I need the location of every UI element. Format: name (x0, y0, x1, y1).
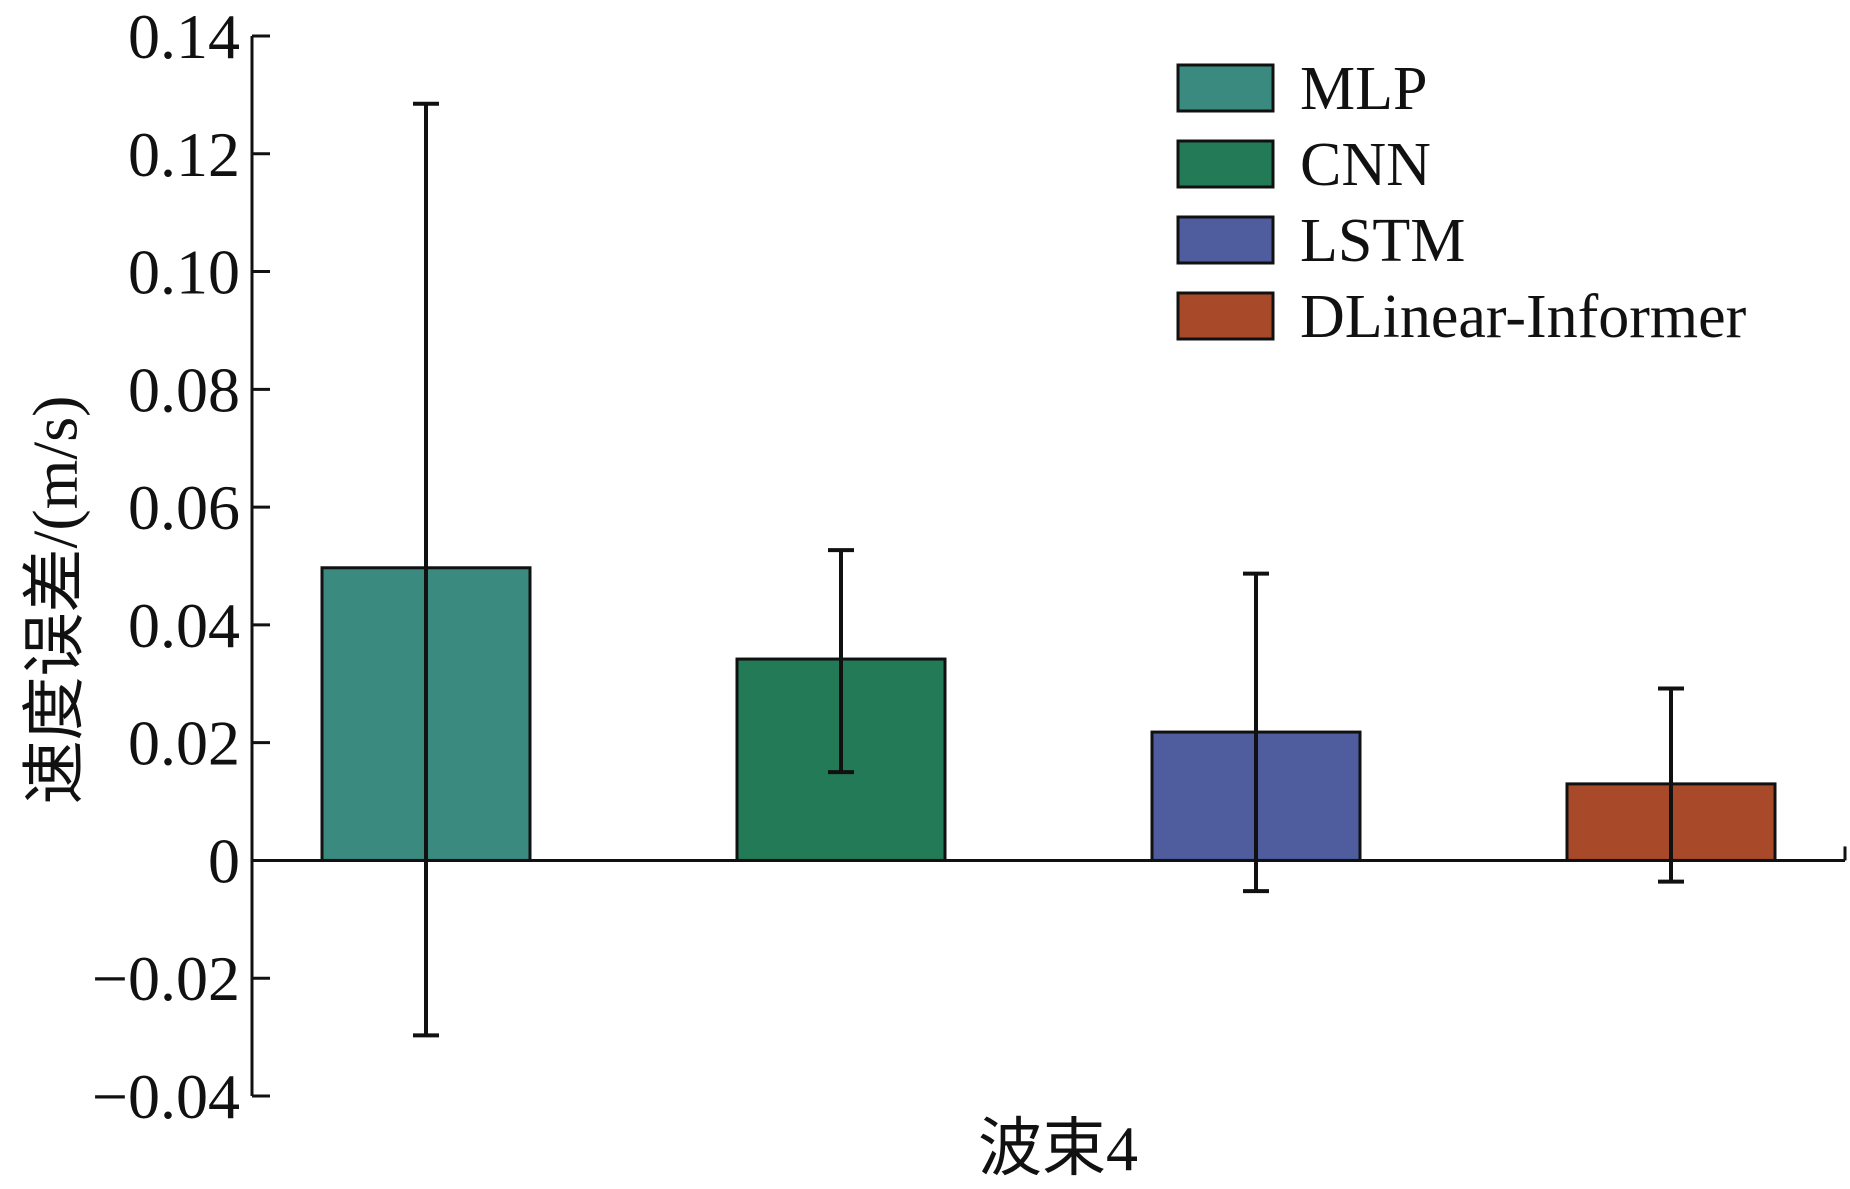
y-tick-label: 0.12 (128, 119, 240, 190)
y-tick-label: 0.02 (128, 708, 240, 779)
y-tick-label: 0.06 (128, 472, 240, 543)
error-bars (413, 101, 1684, 1038)
y-axis-title: 速度误差/(m/s) (20, 396, 91, 805)
x-axis-title: 波束4 (978, 1113, 1138, 1184)
axes (250, 36, 1847, 1096)
legend-swatch-lstm (1176, 215, 1275, 265)
legend-swatch-cnn (1176, 139, 1275, 189)
y-tick-label: 0.10 (128, 237, 240, 308)
legend-label: LSTM (1300, 207, 1465, 275)
legend: MLP CNN LSTM DLinear-Informer (1176, 55, 1747, 351)
bars (320, 566, 1777, 862)
legend-swatch-dlinear-informer (1176, 291, 1275, 341)
legend-swatch-mlp (1176, 63, 1275, 113)
y-tick-label: 0.04 (128, 590, 240, 661)
y-tick-label: −0.04 (92, 1061, 240, 1132)
y-tick-label: −0.02 (92, 943, 240, 1014)
legend-label: MLP (1300, 55, 1427, 123)
y-tick-label: 0.14 (128, 1, 240, 72)
y-tick-label: 0.08 (128, 354, 240, 425)
legend-label: DLinear-Informer (1300, 283, 1747, 351)
y-ticks: 0.14 0.12 0.10 0.08 0.06 0.04 0.02 0 −0.02 −0.04 (92, 1, 270, 1132)
legend-label: CNN (1300, 131, 1431, 199)
y-tick-label: 0 (208, 825, 240, 896)
